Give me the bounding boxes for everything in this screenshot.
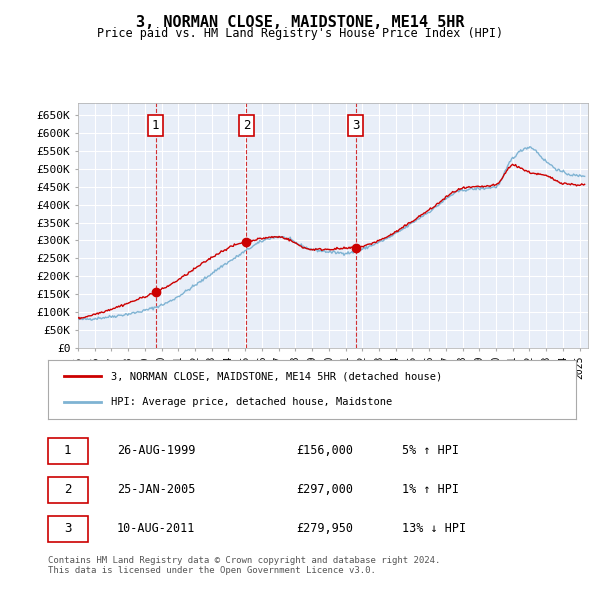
Text: 3, NORMAN CLOSE, MAIDSTONE, ME14 5HR (detached house): 3, NORMAN CLOSE, MAIDSTONE, ME14 5HR (de… [112, 372, 443, 381]
FancyBboxPatch shape [48, 438, 88, 464]
FancyBboxPatch shape [48, 477, 88, 503]
Text: 13% ↓ HPI: 13% ↓ HPI [402, 522, 466, 535]
Text: HPI: Average price, detached house, Maidstone: HPI: Average price, detached house, Maid… [112, 398, 392, 407]
Text: 26-AUG-1999: 26-AUG-1999 [116, 444, 195, 457]
Text: £297,000: £297,000 [296, 483, 353, 496]
Text: 5% ↑ HPI: 5% ↑ HPI [402, 444, 459, 457]
Text: Price paid vs. HM Land Registry's House Price Index (HPI): Price paid vs. HM Land Registry's House … [97, 27, 503, 40]
Text: 1: 1 [64, 444, 71, 457]
Text: 3: 3 [64, 522, 71, 535]
Text: 1: 1 [152, 119, 160, 132]
Text: £279,950: £279,950 [296, 522, 353, 535]
Text: 25-JAN-2005: 25-JAN-2005 [116, 483, 195, 496]
Text: 2: 2 [242, 119, 250, 132]
Text: 10-AUG-2011: 10-AUG-2011 [116, 522, 195, 535]
Text: 3, NORMAN CLOSE, MAIDSTONE, ME14 5HR: 3, NORMAN CLOSE, MAIDSTONE, ME14 5HR [136, 15, 464, 30]
Text: 3: 3 [352, 119, 359, 132]
FancyBboxPatch shape [48, 516, 88, 542]
Text: £156,000: £156,000 [296, 444, 353, 457]
Text: Contains HM Land Registry data © Crown copyright and database right 2024.
This d: Contains HM Land Registry data © Crown c… [48, 556, 440, 575]
Text: 2: 2 [64, 483, 71, 496]
Text: 1% ↑ HPI: 1% ↑ HPI [402, 483, 459, 496]
